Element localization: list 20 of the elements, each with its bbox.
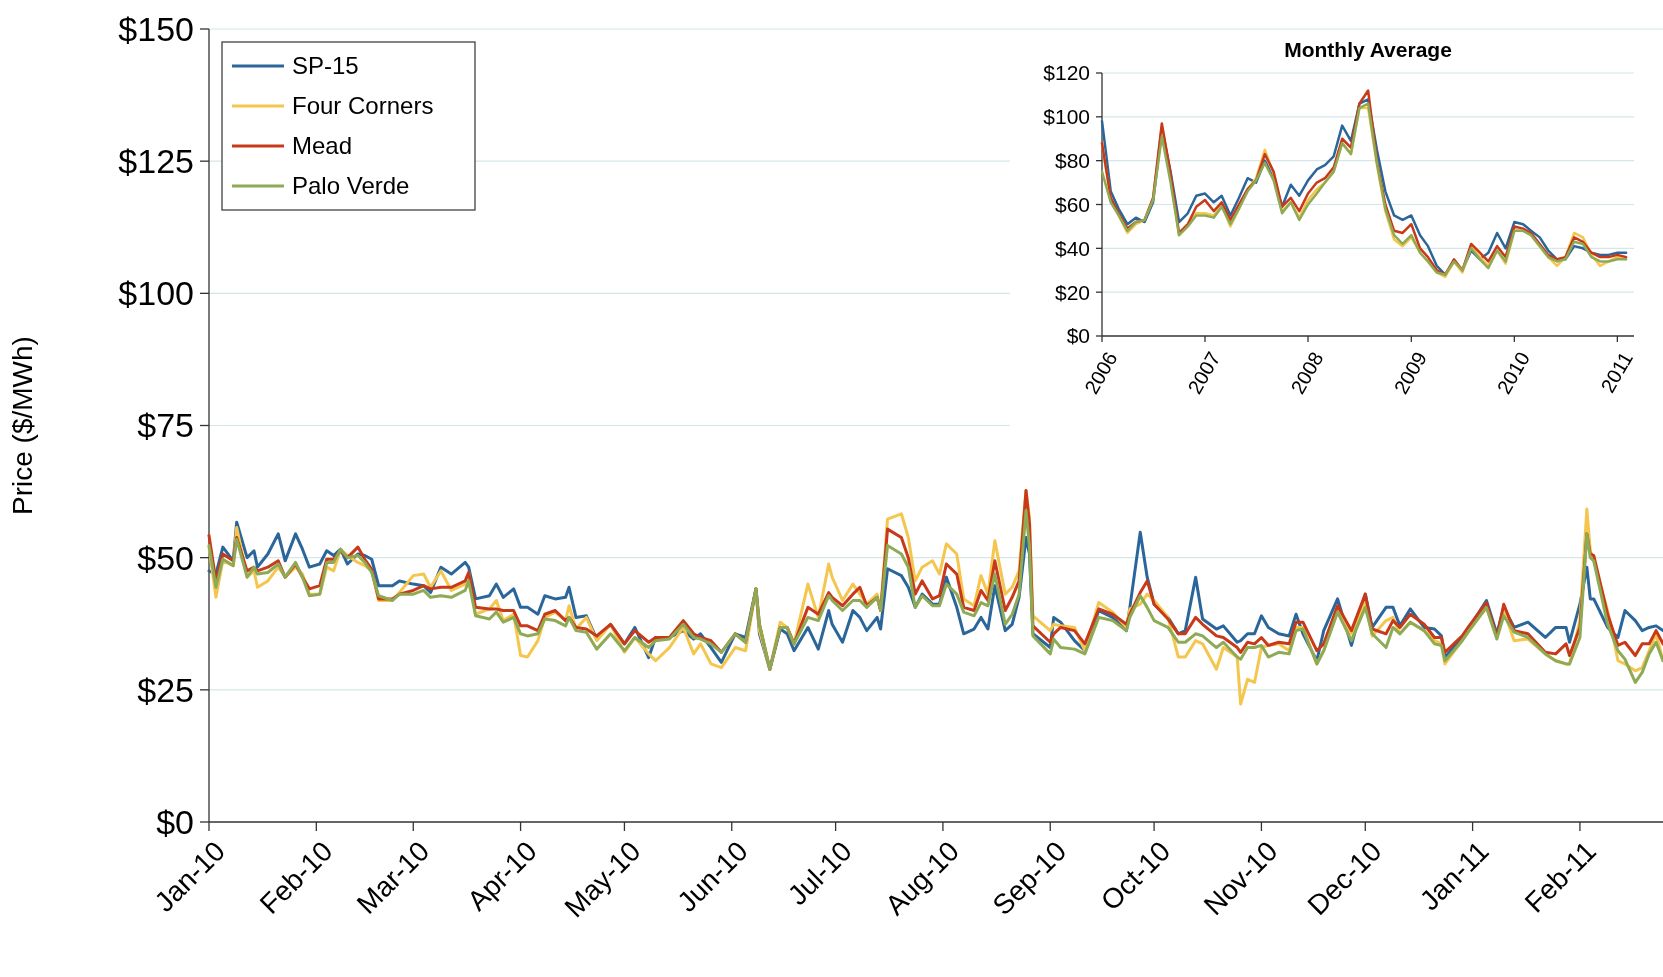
y-tick-label: $125 <box>118 142 194 181</box>
y-tick-label: $50 <box>137 538 194 577</box>
y-tick-label: $0 <box>1066 324 1090 348</box>
legend-label: Palo Verde <box>292 172 410 200</box>
y-axis-title: Price ($/MWh) <box>7 336 38 515</box>
y-tick-label: $150 <box>118 9 194 48</box>
y-tick-label: $120 <box>1043 61 1090 85</box>
y-tick-label: $25 <box>137 670 194 709</box>
y-tick-label: $100 <box>1043 105 1090 129</box>
y-tick-label: $0 <box>156 802 194 841</box>
legend-label: SP-15 <box>292 52 359 80</box>
y-tick-label: $40 <box>1054 236 1090 260</box>
y-tick-label: $100 <box>118 274 194 313</box>
y-tick-label: $75 <box>137 406 194 445</box>
legend-label: Four Corners <box>292 92 434 120</box>
chart-title: Monthly Average <box>1284 38 1452 61</box>
y-tick-label: $80 <box>1054 149 1090 173</box>
legend-label: Mead <box>292 132 353 160</box>
y-tick-label: $60 <box>1054 192 1090 216</box>
y-tick-label: $20 <box>1054 280 1090 304</box>
